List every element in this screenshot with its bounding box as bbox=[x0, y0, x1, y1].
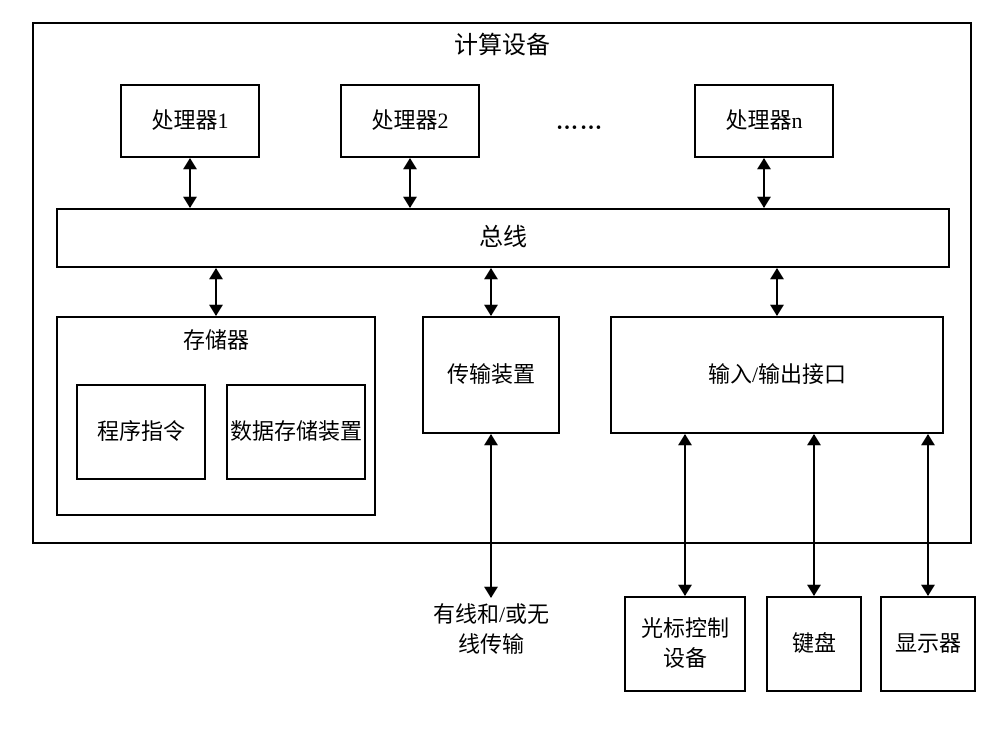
display-box: 显示器 bbox=[880, 596, 976, 692]
io-interface-box: 输入/输出接口 bbox=[610, 316, 944, 434]
keyboard-box: 键盘 bbox=[766, 596, 862, 692]
cursor-line2: 设备 bbox=[663, 646, 707, 671]
memory-title: 存储器 bbox=[136, 326, 296, 356]
wired-line1: 有线和/或无 bbox=[433, 602, 549, 627]
processor-2-box: 处理器2 bbox=[340, 84, 480, 158]
wired-line2: 线传输 bbox=[458, 632, 524, 657]
processor-n-box: 处理器n bbox=[694, 84, 834, 158]
wired-wireless-label: 有线和/或无 线传输 bbox=[401, 600, 581, 659]
computing-device-title: 计算设备 bbox=[382, 30, 622, 62]
bus-box: 总线 bbox=[56, 208, 950, 268]
program-instructions-box: 程序指令 bbox=[76, 384, 206, 480]
cursor-line1: 光标控制 bbox=[641, 616, 729, 641]
data-storage-device-box: 数据存储装置 bbox=[226, 384, 366, 480]
transfer-device-box: 传输装置 bbox=[422, 316, 560, 434]
cursor-control-device-box: 光标控制 设备 bbox=[624, 596, 746, 692]
processor-1-box: 处理器1 bbox=[120, 84, 260, 158]
processors-ellipsis: …… bbox=[530, 107, 630, 137]
